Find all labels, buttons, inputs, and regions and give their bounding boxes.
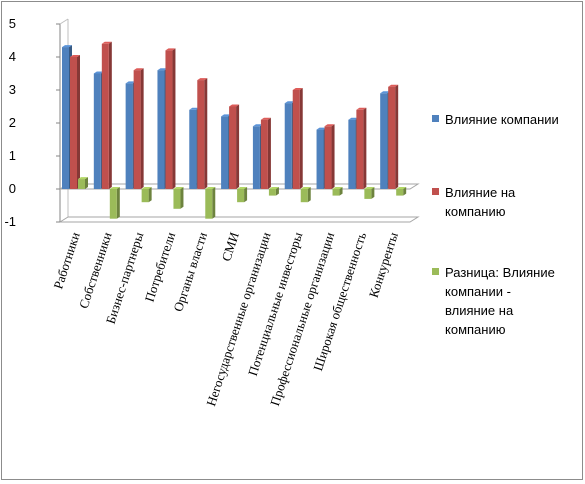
bar-1-2 [133, 68, 144, 189]
x-category-label: Потребители [142, 230, 179, 303]
y-tick-label: -1 [4, 214, 16, 229]
y-tick-label: 3 [9, 82, 16, 97]
bars [62, 41, 407, 219]
x-category-label: Конкуренты [366, 230, 401, 299]
bar-2-7 [300, 187, 311, 203]
bar-1-5 [229, 104, 240, 189]
bar-2-8 [332, 187, 343, 196]
bar-1-6 [260, 117, 271, 189]
y-tick-label: 5 [9, 16, 16, 31]
x-axis-category-labels: РаботникиСобственникиБизнес-партнерыПотр… [50, 230, 401, 408]
legend-swatch [432, 188, 439, 195]
legend-label: Влияние компании [445, 112, 559, 127]
legend-label: компанию [445, 204, 506, 219]
bar-2-4 [205, 187, 216, 219]
legend-label: влияние на [445, 303, 514, 318]
bar-2-0 [78, 177, 88, 189]
legend-label: компании - [445, 284, 511, 299]
legend-label: Разница: Влияние [445, 265, 555, 280]
y-tick-label: 4 [9, 49, 16, 64]
bottom-floor [58, 216, 420, 223]
bar-2-5 [237, 187, 248, 203]
x-category-label: СМИ [218, 230, 241, 263]
legend-label: компанию [445, 322, 506, 337]
legend-item-1: Влияние на компанию [432, 185, 516, 219]
bar-1-3 [165, 48, 176, 190]
x-category-label: Собственники [76, 230, 115, 310]
y-tick-label: 1 [9, 148, 16, 163]
legend-label: Влияние на [445, 185, 516, 200]
legend-swatch [432, 115, 439, 122]
bar-2-1 [109, 187, 120, 219]
x-category-label: Органы власти [170, 230, 210, 313]
wall-top-edge [59, 18, 69, 25]
bar-2-2 [141, 187, 152, 203]
bar-1-10 [388, 84, 399, 189]
x-category-label: Работники [50, 230, 82, 291]
y-axis-tick-labels: -1 0 1 2 3 4 5 [4, 16, 16, 229]
bar-1-0 [70, 55, 80, 189]
bar-1-9 [356, 107, 367, 189]
bar-2-9 [364, 187, 375, 199]
bar-1-1 [101, 41, 112, 189]
legend-item-2: Разница: Влияние компании - влияние на комп… [432, 265, 555, 337]
bar-1-8 [324, 124, 335, 189]
bar-1-7 [292, 88, 303, 189]
bar-2-10 [396, 187, 407, 196]
legend-swatch [432, 268, 439, 275]
legend-item-0: Влияние компании [432, 112, 559, 127]
bar-2-3 [173, 187, 184, 209]
bar-1-4 [197, 78, 208, 189]
y-tick-label: 0 [9, 181, 16, 196]
y-tick-label: 2 [9, 115, 16, 130]
bar-2-6 [268, 187, 279, 196]
